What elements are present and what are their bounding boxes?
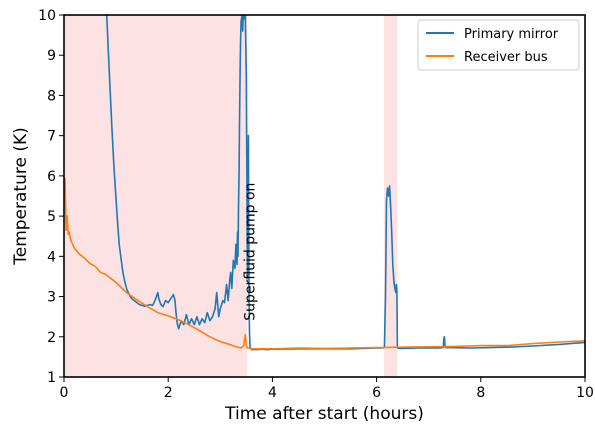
y-tick-label: 3 [47,290,56,306]
legend-label-primary-mirror: Primary mirror [464,27,559,42]
x-axis-label: Time after start (hours) [224,404,424,424]
y-axis-label: Temperature (K) [11,127,31,266]
plot-frame [63,14,586,378]
y-tick-label: 2 [47,330,56,346]
y-tick-label: 6 [47,169,56,185]
legend-box [417,19,580,71]
y-tick-label: 10 [38,8,56,24]
series-layer [64,15,585,351]
y-tick-label: 1 [47,370,56,386]
x-tick-label: 0 [60,385,69,401]
x-tick-label: 6 [372,385,381,401]
series-line-receiver-bus [64,177,585,350]
legend: Primary mirror Receiver bus [417,19,580,71]
y-tick-label: 8 [47,88,56,104]
pump-annotation: Superfluid pump on [242,183,258,321]
shaded-regions [64,15,398,377]
series-line-primary-mirror [105,15,585,351]
y-tick-label: 7 [47,129,56,145]
x-axis-ticks: 0 2 4 6 8 10 [60,377,594,401]
y-tick-label: 5 [47,209,56,225]
y-tick-label: 9 [47,48,56,64]
y-axis-ticks: 1 2 3 4 5 6 7 8 9 10 [38,8,64,386]
x-tick-label: 10 [576,385,594,401]
y-tick-label: 4 [47,249,56,265]
x-tick-label: 4 [268,385,277,401]
x-tick-label: 8 [476,385,485,401]
x-tick-label: 2 [164,385,173,401]
shaded-region-0 [64,15,248,377]
legend-label-receiver-bus: Receiver bus [464,50,548,65]
